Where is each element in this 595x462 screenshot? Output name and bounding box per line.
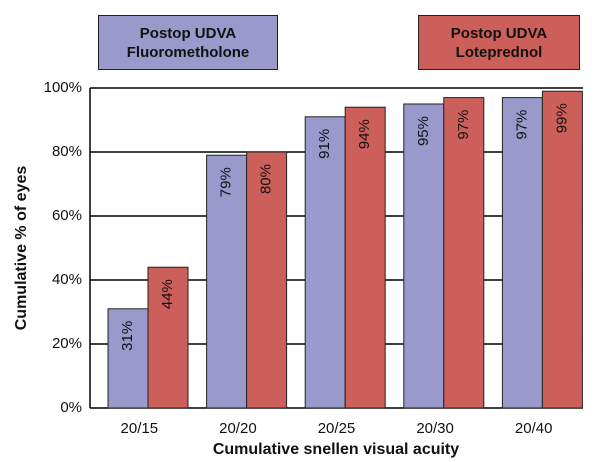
bar xyxy=(304,116,346,409)
x-tick-label: 20/15 xyxy=(121,420,159,437)
bar xyxy=(501,97,543,409)
x-axis-title: Cumulative snellen visual acuity xyxy=(213,441,459,458)
bar xyxy=(107,308,149,409)
y-axis-title: Cumulative % of eyes xyxy=(13,166,30,331)
y-tick-label: 80% xyxy=(52,143,82,160)
y-tick-label: 100% xyxy=(44,79,82,96)
value-label: 79% xyxy=(218,167,235,197)
legend-entry: Postop UDVA Fluorometholone xyxy=(98,15,278,70)
bar xyxy=(403,103,445,409)
value-label: 95% xyxy=(415,116,432,146)
value-label: 99% xyxy=(553,103,570,133)
bar xyxy=(206,154,248,409)
y-tick-label: 0% xyxy=(60,399,82,416)
value-label: 97% xyxy=(455,110,472,140)
legend-entry: Postop UDVA Loteprednol xyxy=(418,15,580,70)
y-tick-label: 20% xyxy=(52,335,82,352)
value-label: 94% xyxy=(356,119,373,149)
bar xyxy=(541,90,583,409)
value-label: 91% xyxy=(316,129,333,159)
value-label: 31% xyxy=(119,321,136,351)
x-tick-label: 20/30 xyxy=(416,420,454,437)
y-tick-label: 60% xyxy=(52,207,82,224)
y-tick-label: 40% xyxy=(52,271,82,288)
value-label: 97% xyxy=(513,110,530,140)
bar xyxy=(344,106,386,409)
bar xyxy=(443,97,485,409)
x-tick-label: 20/25 xyxy=(318,420,356,437)
x-tick-label: 20/40 xyxy=(515,420,553,437)
value-label: 44% xyxy=(159,279,176,309)
bar xyxy=(246,151,288,409)
x-tick-label: 20/20 xyxy=(219,420,257,437)
value-label: 80% xyxy=(258,164,275,194)
bar xyxy=(147,266,189,409)
